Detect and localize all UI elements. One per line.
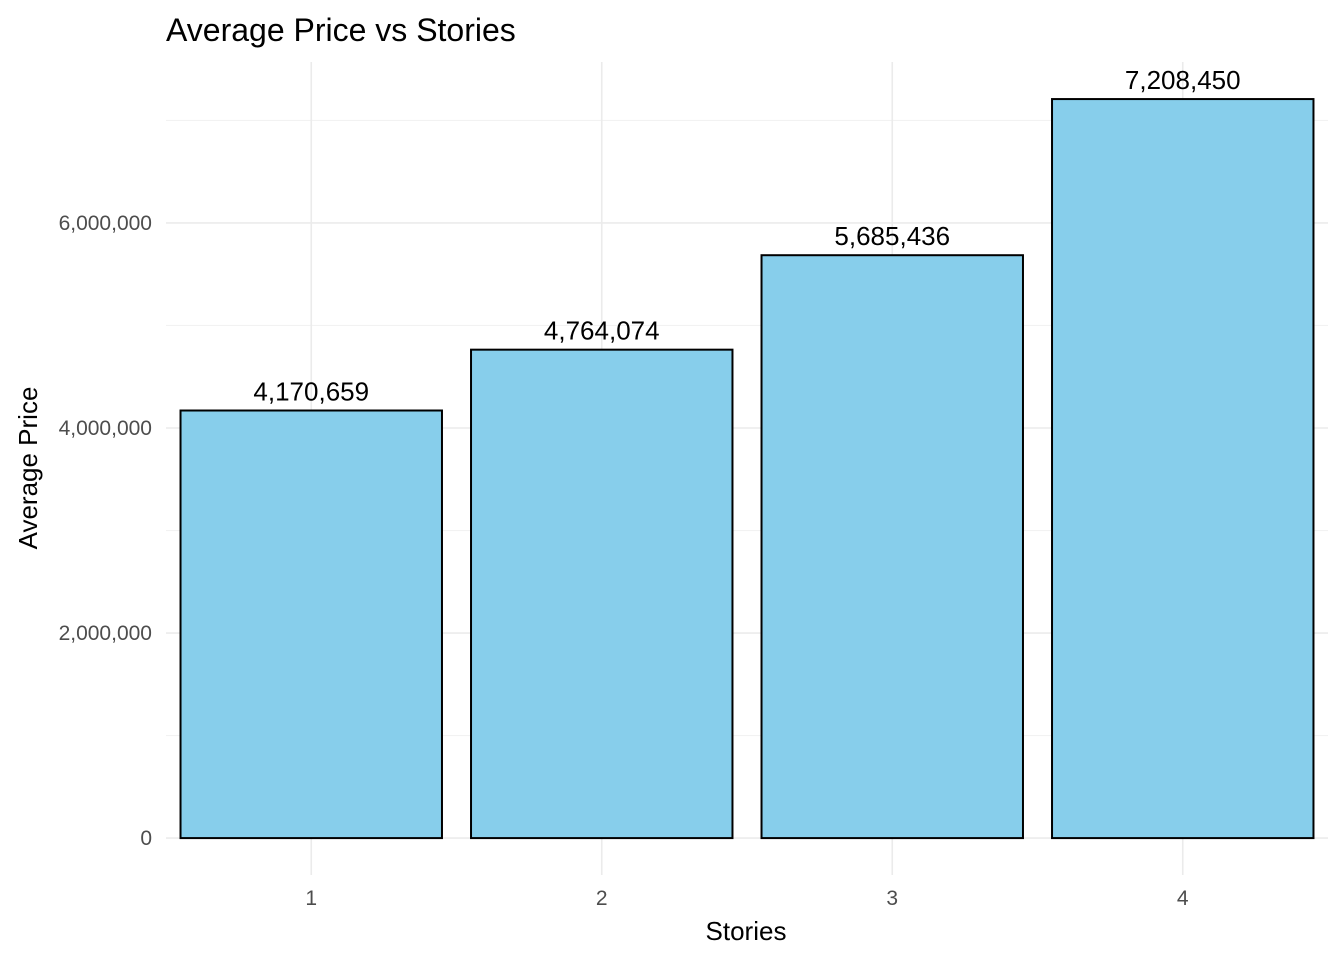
bar-series: [179, 98, 1315, 840]
bar-value-label: 7,208,450: [1125, 65, 1241, 95]
bar-value-label: 5,685,436: [834, 221, 950, 251]
bar: [760, 254, 1024, 840]
x-tick-label: 4: [1177, 887, 1189, 910]
chart-title: Average Price vs Stories: [166, 12, 516, 48]
bar-value-label: 4,170,659: [253, 377, 369, 407]
x-axis-title: Stories: [706, 916, 787, 946]
bar: [179, 409, 443, 840]
bar-value-label: 4,764,074: [544, 316, 660, 346]
x-tick-label: 2: [596, 887, 608, 910]
x-axis-tick-labels: 1 2 3 4: [305, 887, 1189, 910]
y-tick-label: 4,000,000: [59, 417, 152, 440]
data-labels: 4,170,659 4,764,074 5,685,436 7,208,450: [253, 65, 1240, 406]
y-tick-label: 2,000,000: [59, 622, 152, 645]
y-axis-title: Average Price: [13, 387, 43, 550]
x-tick-label: 1: [305, 887, 317, 910]
x-tick-label: 3: [886, 887, 898, 910]
y-axis-tick-labels: 0 2,000,000 4,000,000 6,000,000: [59, 212, 152, 850]
bar: [470, 348, 734, 840]
y-tick-label: 6,000,000: [59, 212, 152, 235]
bar: [1051, 98, 1315, 840]
y-tick-label: 0: [140, 827, 152, 850]
